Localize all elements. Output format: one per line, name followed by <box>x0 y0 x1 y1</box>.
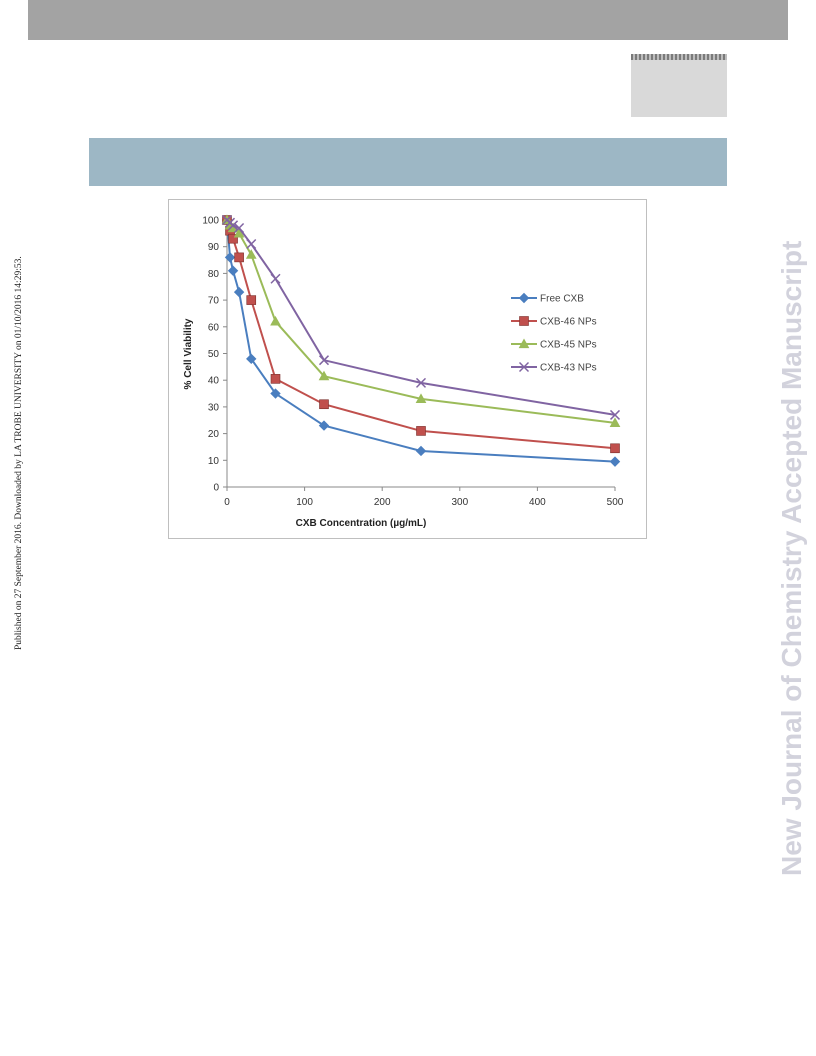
x-tick-label: 200 <box>374 497 391 508</box>
series-3 <box>221 214 621 420</box>
legend-label: CXB-43 NPs <box>540 363 597 374</box>
series-line <box>226 219 616 450</box>
y-tick-label: 90 <box>208 242 220 253</box>
x-tick-label: 100 <box>296 497 313 508</box>
y-tick-label: 100 <box>202 216 219 227</box>
legend-item: Free CXB <box>511 292 584 305</box>
y-tick-label: 50 <box>208 349 220 360</box>
data-point <box>228 233 238 244</box>
data-point <box>246 353 257 365</box>
x-axis-title: CXB Concentration (µg/mL) <box>296 518 427 529</box>
header-band <box>89 138 727 186</box>
legend-item: CXB-46 NPs <box>511 316 597 328</box>
series-layer <box>221 214 621 467</box>
legend-marker <box>519 316 529 326</box>
series-2 <box>221 214 621 428</box>
data-point <box>270 388 281 399</box>
cell-viability-chart: 0 10 20 30 40 50 60 70 80 90 100 0 100 200 300 400 500 F… <box>183 214 624 529</box>
y-tick-label: 70 <box>208 296 220 307</box>
legend-marker <box>518 338 530 349</box>
journal-header-bar <box>28 0 788 40</box>
journal-logo <box>631 54 727 117</box>
axes: 0 10 20 30 40 50 60 70 80 90 100 0 100 200 300 400 500 <box>202 216 623 509</box>
y-axis-title: % Cell Viability <box>183 318 194 389</box>
y-tick-label: 80 <box>208 269 220 280</box>
legend: Free CXB CXB-46 NPs CXB-45 NPs CXB-43 NPs <box>511 292 597 374</box>
y-tick-label: 40 <box>208 376 220 387</box>
data-point <box>234 252 244 263</box>
x-tick-label: 400 <box>529 497 546 508</box>
legend-item: CXB-45 NPs <box>511 338 597 351</box>
data-point <box>319 399 329 410</box>
data-point <box>270 273 281 284</box>
data-point <box>233 227 245 238</box>
data-point <box>415 445 427 457</box>
y-tick-label: 10 <box>208 456 220 467</box>
y-tick-label: 0 <box>213 483 219 494</box>
data-point <box>610 443 620 454</box>
data-point <box>228 220 239 231</box>
data-point <box>609 456 621 467</box>
series-1 <box>222 215 620 454</box>
data-point <box>609 417 621 428</box>
data-point <box>318 370 330 381</box>
x-tick-label: 500 <box>607 497 624 508</box>
legend-item: CXB-43 NPs <box>511 361 597 374</box>
data-point <box>246 238 257 250</box>
data-point <box>270 374 281 384</box>
data-point <box>416 426 426 436</box>
data-point <box>234 222 245 234</box>
y-tick-label: 20 <box>208 429 220 440</box>
data-point <box>233 286 245 298</box>
data-point <box>318 355 330 366</box>
chart-frame: 0 10 20 30 40 50 60 70 80 90 100 0 100 200 300 400 500 F… <box>168 199 647 539</box>
data-point <box>270 315 281 326</box>
logo-pattern <box>631 54 727 60</box>
publication-note: Published on 27 September 2016. Download… <box>14 256 24 650</box>
y-tick-label: 30 <box>208 402 220 413</box>
data-point <box>224 252 236 263</box>
legend-label: Free CXB <box>540 294 584 305</box>
data-point <box>246 295 257 305</box>
x-tick-label: 0 <box>224 497 230 508</box>
legend-label: CXB-45 NPs <box>540 340 597 351</box>
data-point <box>318 420 330 431</box>
legend-marker <box>518 292 530 304</box>
legend-marker <box>518 361 530 373</box>
data-point <box>227 265 239 276</box>
data-point <box>245 249 257 259</box>
legend-label: CXB-46 NPs <box>540 317 597 328</box>
data-point <box>609 409 621 420</box>
accepted-manuscript-watermark: New Journal of Chemistry Accepted Manusc… <box>776 240 807 876</box>
data-point <box>415 377 427 388</box>
x-tick-label: 300 <box>451 497 468 508</box>
data-point <box>415 393 427 403</box>
y-tick-label: 60 <box>208 322 220 333</box>
